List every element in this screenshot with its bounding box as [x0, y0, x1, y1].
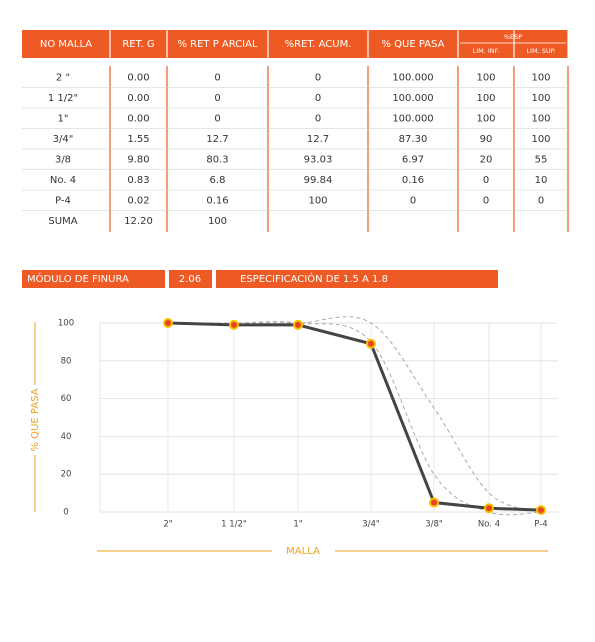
- y-axis-title: % QUE PASA: [30, 388, 41, 451]
- finura-spec: ESPECIFICACIÓN DE 1.5 A 1.8: [240, 272, 388, 285]
- finura-value: 2.06: [179, 274, 201, 285]
- table-cell: 1": [58, 113, 69, 124]
- table-header: NO MALLA: [40, 39, 92, 50]
- table-cell: 87.30: [399, 134, 428, 145]
- table-cell: 100.000: [392, 113, 433, 124]
- table-cell: P-4: [55, 195, 71, 206]
- table-cell: 100.000: [392, 93, 433, 104]
- spec-line: [168, 316, 542, 513]
- table-header: % QUE PASA: [382, 39, 445, 50]
- data-point: [163, 318, 173, 328]
- y-tick-label: 40: [61, 432, 72, 442]
- y-tick-label: 0: [63, 508, 68, 518]
- table-cell: 100.000: [392, 72, 433, 83]
- table-cell: 0.02: [127, 195, 149, 206]
- table-sub-header: LIM. INF.: [473, 47, 500, 55]
- table-cell: 100: [476, 93, 495, 104]
- table-cell: 2 ": [56, 72, 70, 83]
- table-cell: 3/8: [55, 154, 71, 165]
- table-header: % RET P ARCIAL: [177, 39, 258, 50]
- x-tick-label: 1 1/2": [221, 520, 247, 530]
- table-cell: 12.7: [206, 134, 228, 145]
- table-cell: 80.3: [206, 154, 228, 165]
- data-point: [484, 503, 494, 514]
- x-tick-label: 1": [293, 520, 302, 530]
- table-cell: 0: [538, 195, 544, 206]
- spec-line: [168, 321, 542, 516]
- table-header: RET. G: [122, 39, 154, 50]
- table-cell: 0.00: [127, 93, 149, 104]
- table-sub-header: LIM. SUP.: [526, 47, 555, 55]
- table-cell: 0.16: [402, 175, 424, 186]
- table-cell: 93.03: [304, 154, 333, 165]
- table-cell: 90: [480, 134, 493, 145]
- table-cell: 0: [214, 72, 220, 83]
- x-tick-label: No. 4: [478, 520, 500, 530]
- table-cell: 100: [531, 134, 550, 145]
- table-cell: 6.97: [402, 154, 424, 165]
- table-cell: No. 4: [50, 175, 76, 186]
- table-cell: 100: [476, 72, 495, 83]
- x-axis-title: MALLA: [286, 546, 320, 557]
- table-cell: 0.16: [206, 195, 228, 206]
- finura-bar: [22, 270, 498, 288]
- table-cell: 12.20: [124, 216, 153, 227]
- table-cell: 99.84: [304, 175, 333, 186]
- table-header: %RET. ACUM.: [285, 39, 352, 50]
- y-tick-label: 100: [58, 319, 74, 329]
- table-cell: 0: [483, 195, 489, 206]
- table-cell: 0: [410, 195, 416, 206]
- data-line: [167, 321, 542, 512]
- table-cell: 0: [315, 113, 321, 124]
- table-cell: 100: [531, 72, 550, 83]
- table-cell: 12.7: [307, 134, 329, 145]
- table-cell: 100: [208, 216, 227, 227]
- x-tick-label: 2": [163, 520, 172, 530]
- table-cell: 0: [483, 175, 489, 186]
- table-cell: 9.80: [127, 154, 149, 165]
- table-cell: 6.8: [210, 175, 226, 186]
- table-cell: 10: [535, 175, 548, 186]
- table-cell: 0: [315, 93, 321, 104]
- x-tick-label: P-4: [534, 520, 547, 530]
- table-cell: 0.00: [127, 113, 149, 124]
- table-cell: 1 1/2": [48, 93, 78, 104]
- table-cell: 20: [480, 154, 493, 165]
- data-point: [229, 319, 239, 330]
- table-cell: 0: [214, 113, 220, 124]
- data-point: [429, 497, 439, 508]
- x-tick-label: 3/8": [425, 520, 443, 530]
- table-cell: 3/4": [53, 134, 74, 145]
- data-point: [293, 319, 303, 330]
- table-cell: SUMA: [48, 216, 77, 227]
- table-cell: 0: [315, 72, 321, 83]
- table-cell: 0: [214, 93, 220, 104]
- y-tick-label: 60: [61, 394, 72, 404]
- data-point: [536, 505, 546, 516]
- table-cell: 100: [531, 113, 550, 124]
- table-group-header: %ESP: [504, 33, 522, 41]
- y-tick-label: 20: [61, 470, 72, 480]
- table-cell: 1.55: [127, 134, 149, 145]
- table-cell: 100: [531, 93, 550, 104]
- y-tick-label: 80: [61, 356, 72, 366]
- table-header-bg: [22, 30, 568, 58]
- table-cell: 0.00: [127, 72, 149, 83]
- data-point: [366, 338, 376, 349]
- table-cell: 100: [308, 195, 327, 206]
- x-tick-label: 3/4": [362, 520, 380, 530]
- table-cell: 100: [476, 113, 495, 124]
- table-cell: 55: [535, 154, 548, 165]
- finura-label: MÓDULO DE FINURA: [27, 272, 129, 285]
- table-cell: 0.83: [127, 175, 149, 186]
